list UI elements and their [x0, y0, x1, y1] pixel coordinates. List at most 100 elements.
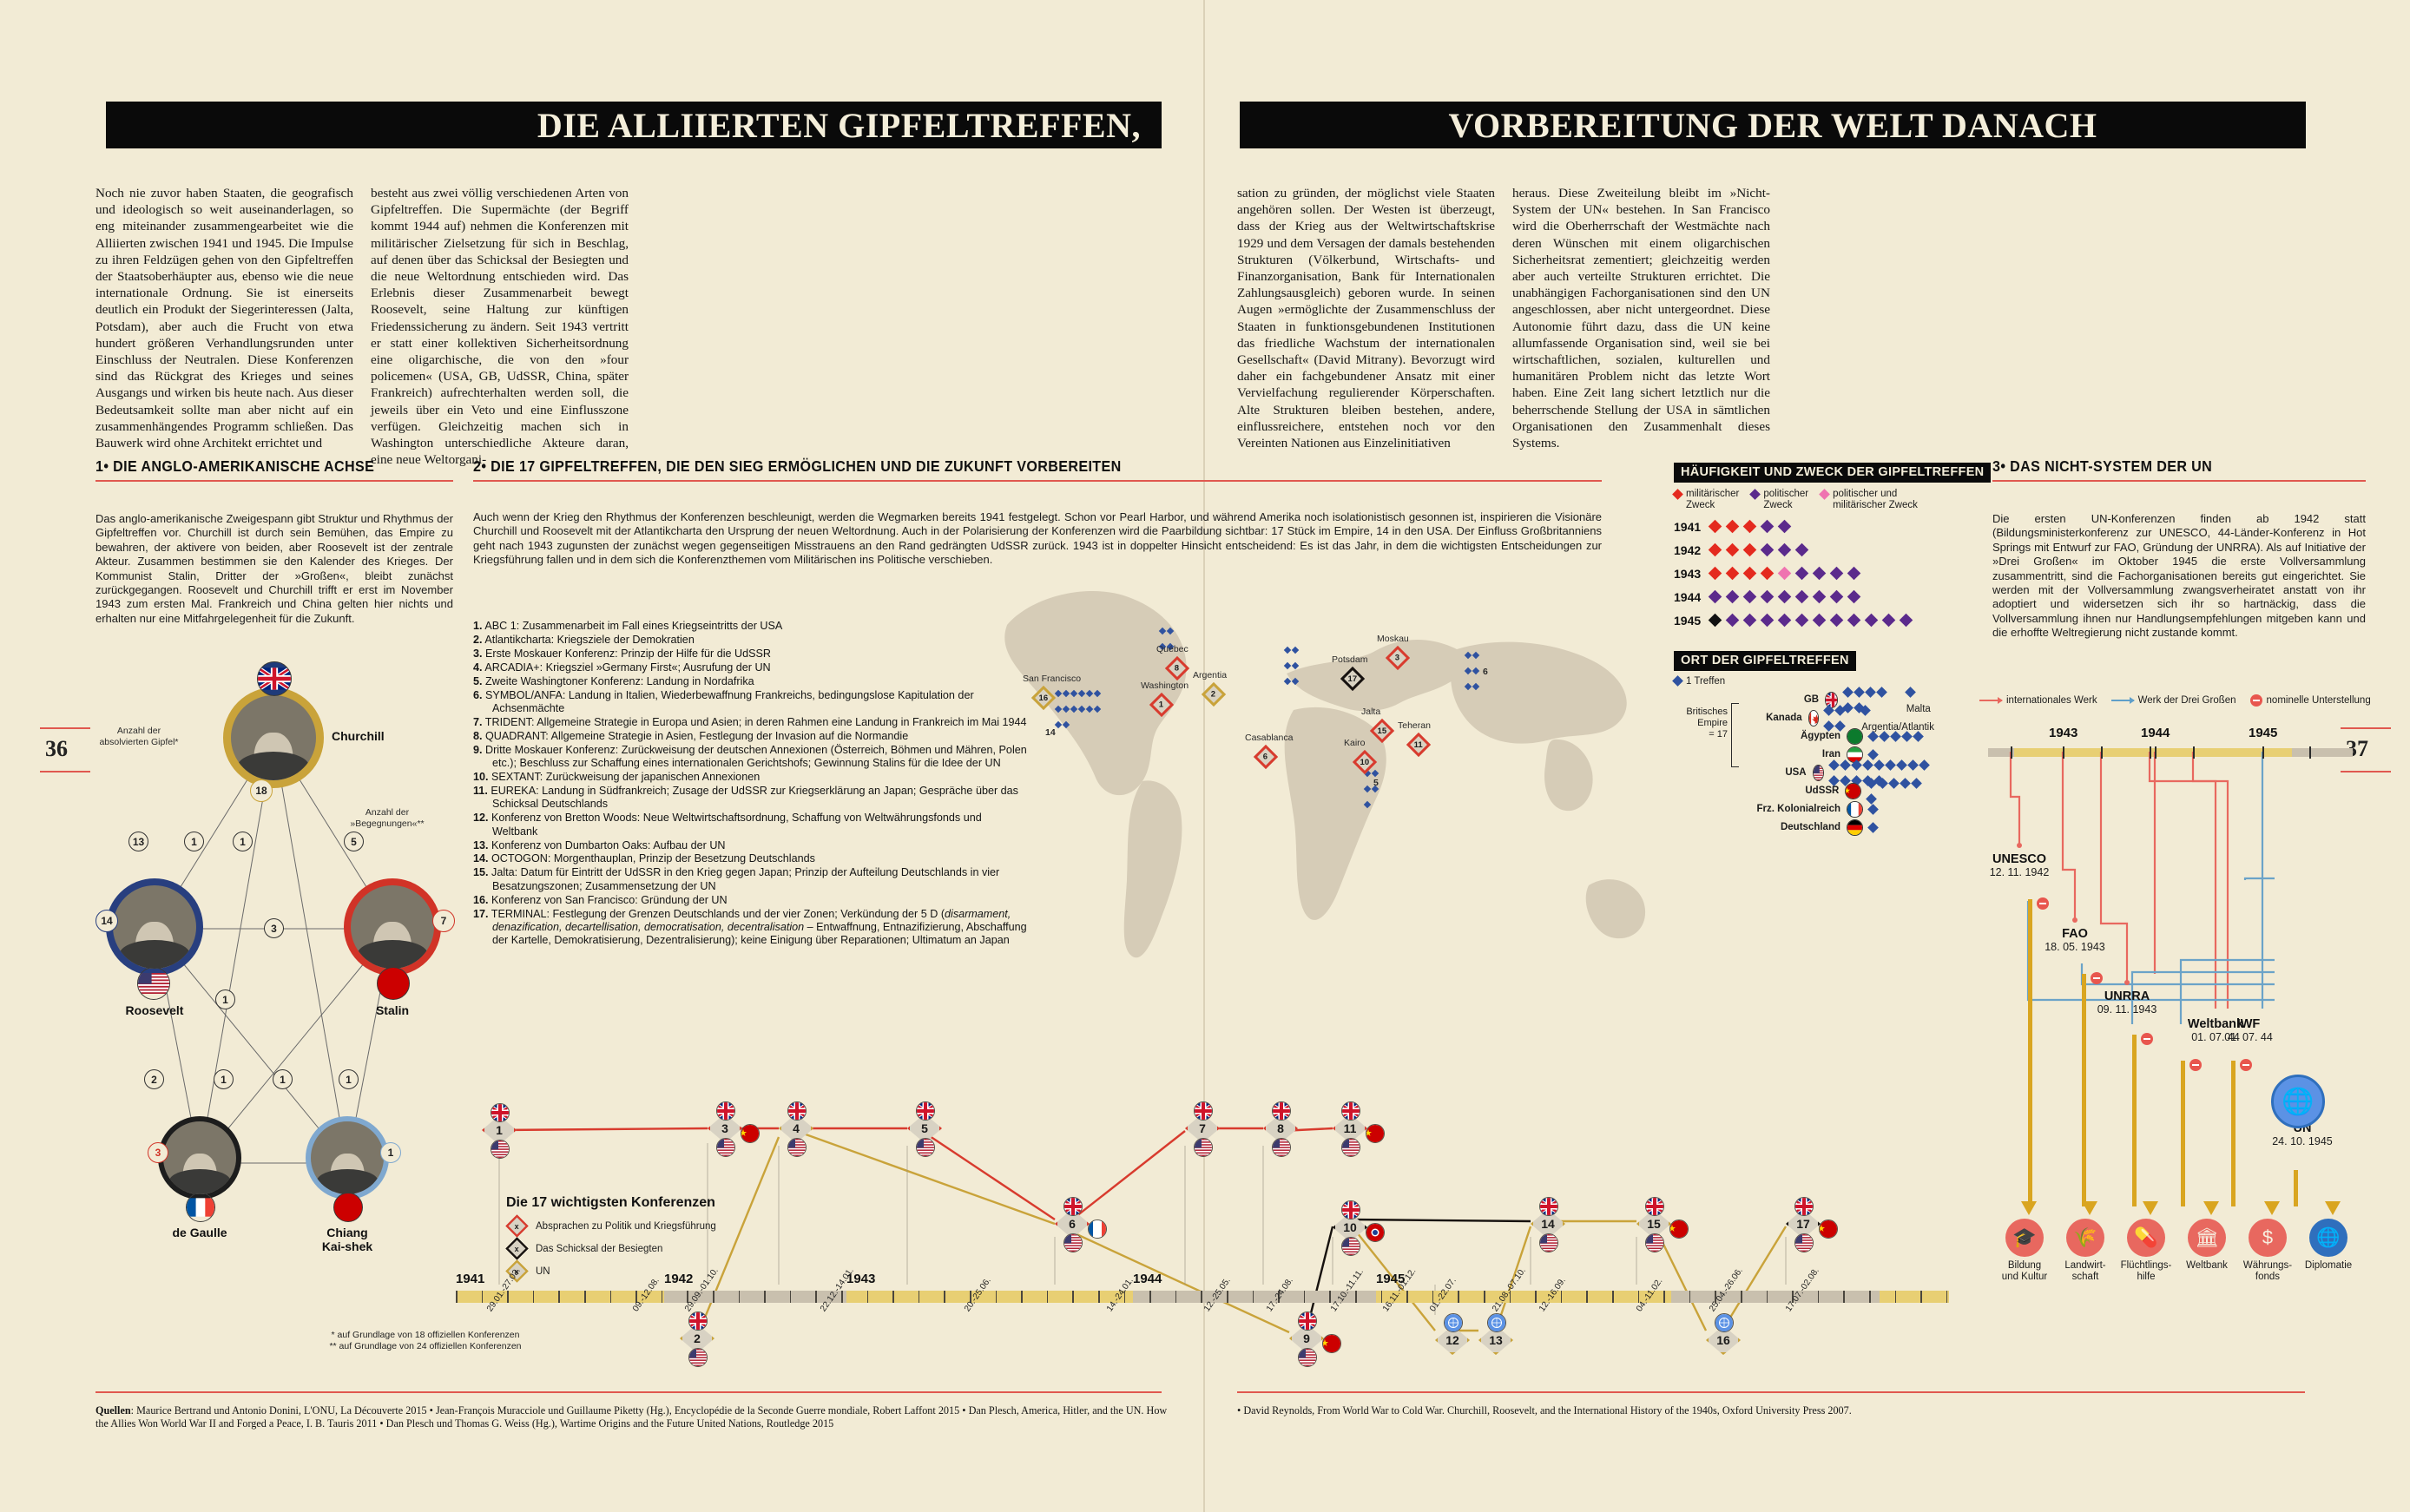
- list-item-number: 17.: [473, 907, 489, 920]
- axis-tick: [1046, 1291, 1049, 1303]
- portrait-churchill: [223, 687, 324, 788]
- un-org-date: 01. 07. 44: [2191, 1031, 2240, 1043]
- conference-number: 13: [1489, 1333, 1503, 1347]
- frequency-row: 1941: [1674, 515, 1934, 538]
- map-city-label: Kairo: [1344, 738, 1366, 748]
- timeline-legend-label: Das Schicksal der Besiegten: [536, 1243, 663, 1254]
- timeline-year-label: 1943: [846, 1272, 876, 1286]
- frequency-diamond: [1725, 542, 1740, 557]
- un-org-date: 09. 11. 1943: [2097, 1003, 2157, 1016]
- axis-tick: [789, 1291, 792, 1303]
- axis-tick: [1920, 1291, 1922, 1303]
- conference-number: 5: [921, 1121, 928, 1135]
- conference-node[interactable]: 1: [482, 1103, 517, 1159]
- frequency-row-year: 1943: [1674, 566, 1702, 581]
- un-year-label: 1944: [2141, 726, 2170, 740]
- frequency-diamond: [1812, 589, 1827, 604]
- sources-right: • David Reynolds, From World War to Cold…: [1237, 1404, 1852, 1417]
- axis-tick: [481, 1291, 484, 1303]
- un-organization: Weltbank 01. 07. 44: [2172, 1017, 2259, 1043]
- map-summit-count: 14: [1045, 727, 1056, 738]
- un-org-name: UNESCO: [1992, 852, 2047, 866]
- timeline-legend-title: Die 17 wichtigsten Konferenzen: [506, 1195, 715, 1210]
- conference-number: 3: [721, 1121, 728, 1135]
- conference-node[interactable]: 7: [1185, 1101, 1220, 1157]
- un-legend-item: nominelle Unterstellung: [2249, 694, 2371, 707]
- un-timeline-axis-highlight: [2014, 748, 2292, 757]
- conference-node[interactable]: 17: [1786, 1197, 1838, 1252]
- frequency-legend-label: politischer Zweck: [1763, 489, 1809, 510]
- frequency-rows: 1941 1942 1943 1944 1945: [1674, 515, 1934, 632]
- place-panel-key: 1 Treffen: [1672, 675, 1934, 687]
- list-item-number: 8.: [473, 729, 483, 742]
- section-2-rule: [473, 480, 1602, 482]
- conference-number: 12: [1445, 1333, 1459, 1347]
- conference-node[interactable]: 16: [1706, 1313, 1741, 1355]
- conference-node[interactable]: 6: [1055, 1197, 1107, 1252]
- place-diamond: [1918, 759, 1930, 771]
- flag-gb: [716, 1101, 735, 1121]
- flag-su: [1845, 783, 1862, 799]
- conference-node[interactable]: 5: [907, 1101, 942, 1157]
- flag-gb: [1272, 1101, 1291, 1121]
- diamond-icon: [1672, 489, 1683, 500]
- un-gold-bar: [2082, 974, 2086, 1206]
- axis-tick: [456, 1291, 458, 1303]
- map-marker-number: 2: [1211, 689, 1216, 700]
- un-organization: UNRRA 09. 11. 1943: [2084, 989, 2170, 1016]
- section-3-rule: [1992, 480, 2366, 482]
- conference-node[interactable]: 9: [1289, 1311, 1341, 1367]
- conference-node[interactable]: 2: [680, 1311, 714, 1367]
- conference-node[interactable]: 3: [708, 1101, 760, 1157]
- conference-node[interactable]: 8: [1263, 1101, 1298, 1157]
- conference-node[interactable]: 4: [779, 1101, 813, 1157]
- frequency-diamond: [1794, 613, 1809, 628]
- un-gold-bar: [2132, 1035, 2137, 1206]
- conference-node[interactable]: 10: [1333, 1200, 1385, 1256]
- place-row-label: Frz. Kolonialreich: [1756, 804, 1841, 814]
- frequency-diamond: [1777, 519, 1792, 534]
- un-legend-item: Werk der Drei Großen: [2110, 695, 2236, 707]
- axis-tick: [507, 1291, 509, 1303]
- axis-tick: [738, 1291, 741, 1303]
- conference-node[interactable]: 14: [1531, 1197, 1565, 1252]
- frequency-diamond: [1725, 519, 1740, 534]
- conference-node[interactable]: 15: [1636, 1197, 1689, 1252]
- edge-count-4: 5: [344, 832, 364, 851]
- un-org-date: 01. 07. 44: [2224, 1031, 2273, 1043]
- conference-node[interactable]: 13: [1478, 1313, 1513, 1355]
- axis-tick: [1123, 1291, 1126, 1303]
- list-item-text: Konferenz von Bretton Woods: Neue Weltwi…: [491, 812, 982, 838]
- axis-tick: [1766, 1291, 1768, 1303]
- place-row-label: GB: [1803, 694, 1820, 705]
- frequency-diamond: [1742, 613, 1757, 628]
- un-domain-label: Bildung und Kultur: [2001, 1260, 2048, 1282]
- place-diamond: [1827, 774, 1840, 786]
- flag-gb: [1794, 1197, 1814, 1216]
- frequency-legend-label: militärischer Zweck: [1686, 489, 1740, 510]
- conference-node[interactable]: 11: [1333, 1101, 1385, 1157]
- axis-tick: [866, 1291, 869, 1303]
- section-1-header: 1• DIE ANGLO-AMERIKANISCHE ACHSE: [95, 457, 453, 482]
- timeline-legend-row: x Das Schicksal der Besiegten: [505, 1237, 716, 1260]
- conference-list-item: 8. QUADRANT: Allgemeine Strategie in Asi…: [473, 730, 1029, 743]
- un-domain-label: Diplomatie: [2304, 1260, 2353, 1271]
- map-summit-count: 6: [1483, 667, 1488, 677]
- place-diamond: [1900, 777, 1911, 789]
- axis-tick: [1355, 1291, 1357, 1303]
- conference-list-item: 7. TRIDENT: Allgemeine Strategie in Euro…: [473, 716, 1029, 729]
- conference-node[interactable]: 12: [1435, 1313, 1470, 1355]
- place-row-label: Ägypten: [1801, 731, 1840, 741]
- list-item-number: 7.: [473, 715, 483, 728]
- conference-number: 14: [1541, 1217, 1555, 1231]
- map-marker-number: 10: [1360, 757, 1370, 767]
- axis-tick: [1278, 1291, 1280, 1303]
- conference-list-item: 9. Dritte Moskauer Konferenz: Zurückweis…: [473, 744, 1029, 771]
- list-item-number: 9.: [473, 743, 483, 756]
- axis-tick: [1432, 1291, 1434, 1303]
- place-diamond: [1867, 730, 1879, 742]
- axis-tick: [1741, 1291, 1742, 1303]
- map-summit-count: 5: [1373, 778, 1379, 788]
- map-marker-number: 8: [1175, 663, 1180, 674]
- flag-fr: [186, 1193, 215, 1222]
